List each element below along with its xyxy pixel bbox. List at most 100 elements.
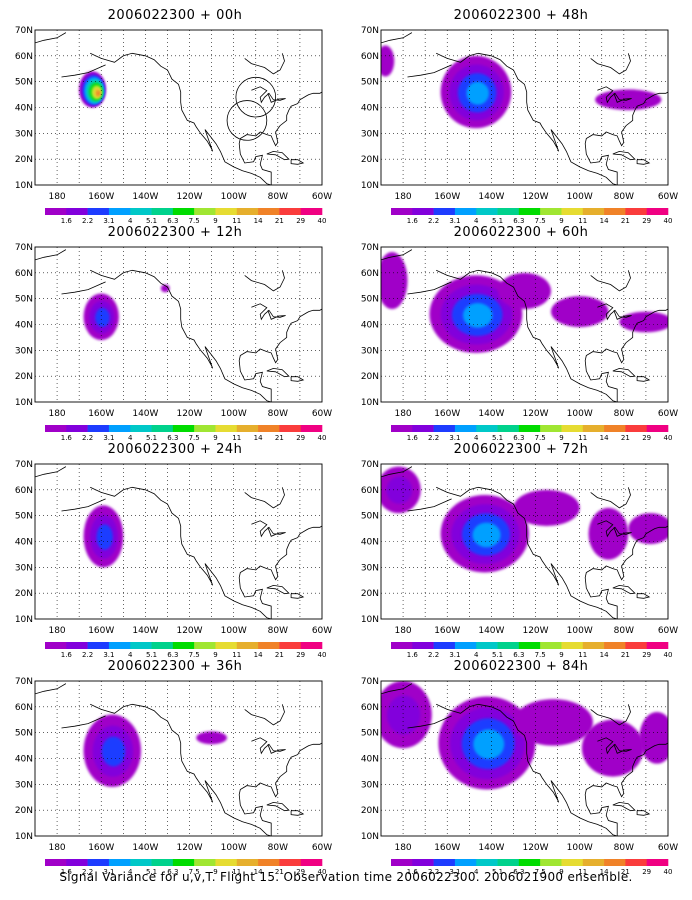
colorbar-label: 29 (642, 651, 651, 659)
colorbar-label: 2.2 (82, 651, 93, 659)
lat-tick-label: 30N (15, 346, 33, 356)
map-panel-72h: 2006022300 + 72h 70N 60N 50N 40N 30N 20N 10N 18… (356, 442, 686, 659)
colorbar-swatch (476, 208, 498, 215)
lon-tick-label: 140W (132, 409, 158, 419)
lat-tick-label: 40N (15, 321, 33, 331)
colorbar-swatch (582, 859, 605, 866)
colorbar-label: 4 (128, 217, 133, 225)
panel-map: 70N 60N 50N 40N 30N 20N 10N 180 160W 140W 120W 100W… (15, 460, 332, 659)
colorbar-swatch (433, 208, 456, 215)
colorbar-swatch (604, 859, 626, 866)
colorbar-swatch (540, 642, 562, 649)
panel-map: 70N 60N 50N 40N 30N 20N 10N 180 160W 140W 120W 100W… (15, 243, 332, 442)
coastline (584, 91, 668, 185)
coastline (251, 303, 286, 321)
lon-tick-label: 160W (434, 843, 460, 853)
colorbar-swatch (497, 208, 520, 215)
lon-tick-label: 140W (478, 626, 504, 636)
coastline (436, 486, 618, 619)
map-plot-area (35, 464, 322, 619)
variance-contour (381, 45, 395, 77)
colorbar-label: 2.2 (428, 434, 439, 442)
variance-contour (96, 91, 101, 96)
lat-tick-label: 60N (361, 269, 379, 279)
colorbar-label: 29 (642, 217, 651, 225)
colorbar-swatch (497, 425, 520, 432)
coastline (381, 32, 413, 44)
colorbar-label: 7.5 (535, 651, 546, 659)
lat-tick-label: 70N (15, 243, 33, 253)
lon-tick-label: 60W (658, 626, 678, 636)
coastline (244, 487, 285, 509)
colorbar-swatch (279, 208, 301, 215)
colorbar-swatch (258, 859, 280, 866)
colorbar-swatch (279, 642, 301, 649)
colorbar-label: 40 (664, 217, 673, 225)
colorbar-swatch (45, 642, 67, 649)
colorbar-label: 9 (213, 651, 217, 659)
lon-tick-label: 100W (567, 192, 593, 202)
coastline (590, 53, 631, 75)
lat-tick-label: 50N (361, 512, 379, 522)
lon-tick-label: 60W (658, 192, 678, 202)
lat-tick-label: 30N (15, 563, 33, 573)
lat-tick-label: 20N (15, 372, 33, 382)
coastline (636, 593, 651, 599)
colorbar-swatch (540, 208, 562, 215)
coastline (612, 584, 636, 595)
map-plot-area (35, 30, 322, 185)
lat-tick-label: 30N (361, 129, 379, 139)
colorbar-swatch (300, 859, 323, 866)
map-layers (35, 249, 322, 402)
colorbar-label: 5.1 (492, 651, 503, 659)
coastline (584, 742, 668, 836)
colorbar-label: 3.1 (449, 434, 460, 442)
lon-tick-label: 100W (567, 843, 593, 853)
colorbar-label: 1.6 (61, 434, 73, 442)
coastline (290, 593, 305, 599)
coastline (436, 269, 618, 402)
colorbar-swatch (300, 208, 323, 215)
lon-tick-label: 80W (614, 843, 634, 853)
colorbar-swatch (391, 859, 413, 866)
coastline (636, 159, 651, 165)
colorbar-label: 4 (474, 217, 479, 225)
coastline (290, 159, 305, 165)
colorbar-swatch (45, 208, 67, 215)
lon-tick-label: 120W (176, 626, 202, 636)
lon-tick-label: 80W (268, 192, 288, 202)
colorbar-swatch (646, 859, 669, 866)
colorbar-label: 11 (232, 434, 241, 442)
colorbar-label: 29 (642, 868, 651, 876)
coastline (597, 86, 632, 104)
coastline (90, 52, 272, 185)
coastline (597, 520, 632, 538)
lon-tick-label: 160W (88, 409, 114, 419)
colorbar-swatch (300, 642, 323, 649)
lon-tick-label: 180 (394, 626, 411, 636)
colorbar-label: 9 (559, 868, 563, 876)
lon-tick-label: 160W (88, 843, 114, 853)
lat-tick-label: 20N (361, 372, 379, 382)
colorbar-swatch (300, 425, 323, 432)
colorbar-swatch (151, 208, 174, 215)
coastline (61, 281, 106, 295)
panel-title: 2006022300 + 00h (107, 8, 243, 23)
colorbar-swatch (561, 208, 584, 215)
lon-tick-label: 120W (522, 192, 548, 202)
coastline (35, 249, 67, 261)
lon-tick-label: 100W (567, 409, 593, 419)
colorbar-swatch (279, 425, 301, 432)
lat-tick-label: 50N (15, 78, 33, 88)
colorbar-swatch (66, 425, 88, 432)
coastline (244, 270, 285, 292)
coastline (381, 249, 413, 261)
colorbar-swatch (454, 425, 477, 432)
colorbar-label: 6.3 (513, 217, 524, 225)
lat-tick-label: 20N (361, 806, 379, 816)
colorbar-swatch (236, 642, 259, 649)
colorbar-label: 29 (296, 651, 305, 659)
lon-tick-label: 60W (312, 192, 332, 202)
colorbar-label: 6.3 (167, 651, 178, 659)
colorbar-swatch (540, 425, 562, 432)
